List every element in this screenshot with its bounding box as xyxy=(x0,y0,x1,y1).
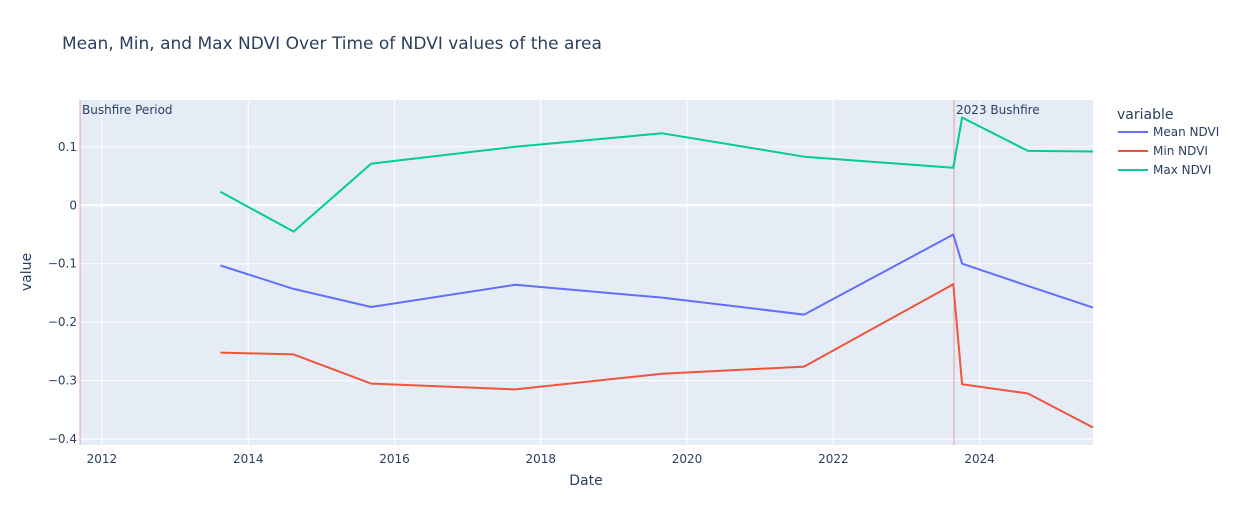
x-axis-ticks: 2012 2014 2016 2018 2020 2022 2024 xyxy=(87,452,995,466)
legend-title: variable xyxy=(1117,107,1173,123)
legend[interactable]: variable Mean NDVI Min NDVI Max NDVI xyxy=(1117,107,1219,177)
y-tick-label: −0.3 xyxy=(48,374,77,388)
x-tick-label: 2024 xyxy=(964,452,995,466)
series-lines xyxy=(219,116,1094,429)
event-lines xyxy=(79,100,955,445)
legend-item[interactable]: Max NDVI xyxy=(1118,163,1211,177)
x-tick-label: 2018 xyxy=(526,452,557,466)
x-axis-title: Date xyxy=(569,473,602,489)
series-line-max-ndvi xyxy=(219,116,1094,233)
annotation-label: 2023 Bushfire xyxy=(956,103,1040,117)
y-tick-label: 0.1 xyxy=(58,140,77,154)
x-tick-label: 2016 xyxy=(379,452,410,466)
y-tick-label: −0.1 xyxy=(48,257,77,271)
x-tick-label: 2022 xyxy=(818,452,849,466)
legend-item[interactable]: Min NDVI xyxy=(1118,144,1208,158)
annotations: Bushfire Period 2023 Bushfire xyxy=(82,103,1040,117)
chart-title: Mean, Min, and Max NDVI Over Time of NDV… xyxy=(62,34,602,54)
legend-item[interactable]: Mean NDVI xyxy=(1118,125,1219,139)
y-tick-label: 0 xyxy=(69,198,77,212)
x-tick-label: 2014 xyxy=(233,452,264,466)
series-line-mean-ndvi xyxy=(220,233,1094,316)
y-gridlines xyxy=(80,146,1093,440)
legend-label: Max NDVI xyxy=(1153,163,1211,177)
series-line-min-ndvi xyxy=(220,283,1094,429)
y-tick-label: −0.2 xyxy=(48,315,77,329)
y-axis-title: value xyxy=(19,253,35,291)
annotation-label: Bushfire Period xyxy=(82,103,173,117)
y-axis-ticks: 0.1 0 −0.1 −0.2 −0.3 −0.4 xyxy=(48,140,77,446)
y-tick-label: −0.4 xyxy=(48,432,77,446)
legend-label: Min NDVI xyxy=(1153,144,1208,158)
plot-background xyxy=(80,100,1093,445)
legend-label: Mean NDVI xyxy=(1153,125,1219,139)
x-tick-label: 2012 xyxy=(87,452,118,466)
x-tick-label: 2020 xyxy=(672,452,703,466)
